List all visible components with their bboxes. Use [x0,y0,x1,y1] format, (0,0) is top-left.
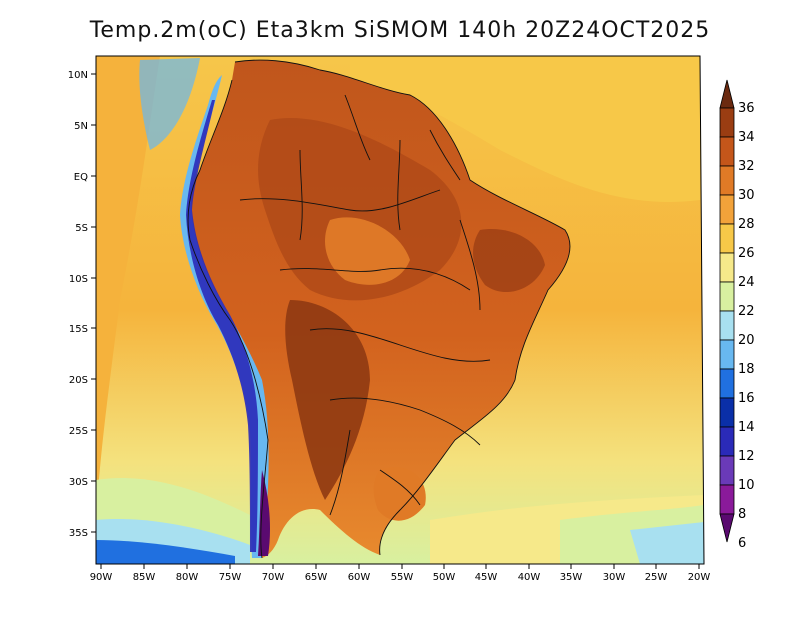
lat-label: 25S [69,426,88,437]
lat-label: 35S [69,528,88,539]
colorbar-segment [719,397,735,428]
colorbar-segment [719,426,735,457]
lat-label: 10N [68,70,88,81]
colorbar-label: 12 [738,449,755,464]
colorbar-label: 28 [738,217,755,232]
colorbar-label: 26 [738,246,755,261]
colorbar-label: 20 [738,333,755,348]
lat-label: 20S [69,375,88,386]
colorbar-label: 30 [738,188,755,203]
colorbar-label: 16 [738,391,755,406]
colorbar-segment [719,194,735,225]
colorbar-label: 10 [738,478,755,493]
colorbar-label: 6 [738,536,746,551]
colorbar-label: 18 [738,362,755,377]
lon-label: 30W [603,572,626,583]
colorbar-segment [719,136,735,167]
colorbar-segment [719,252,735,283]
lat-label: EQ [74,172,88,183]
lon-label: 20W [688,572,711,583]
colorbar-segment [719,368,735,399]
colorbar-segment [719,484,735,515]
map-frame [95,55,705,565]
latitude-axis: 10N 5N EQ 5S 10S 15S 20S 25S 30S 35S [68,70,96,539]
lon-label: 65W [305,572,328,583]
colorbar-segment [719,310,735,341]
colorbar-bottom-arrow [719,513,735,543]
colorbar-segment [719,165,735,196]
lon-label: 55W [391,572,414,583]
lat-label: 10S [69,274,88,285]
colorbar-segment [719,223,735,254]
colorbar-label: 22 [738,304,755,319]
lon-label: 35W [560,572,583,583]
colorbar-top-arrow [719,79,735,109]
colorbar-segment [719,455,735,486]
colorbar-segment [719,281,735,312]
colorbar-label: 14 [738,420,755,435]
lon-label: 90W [90,572,113,583]
lon-label: 80W [176,572,199,583]
colorbar-segment [719,339,735,370]
colorbar: 36 34 32 30 28 26 24 22 20 18 16 14 12 10 8 6 [719,79,755,551]
lon-label: 70W [262,572,285,583]
longitude-axis: 90W 85W 80W 75W 70W 65W 60W 55W 50W 45W … [90,564,711,583]
lat-label: 15S [69,324,88,335]
lon-label: 45W [475,572,498,583]
lat-label: 30S [69,477,88,488]
colorbar-label: 24 [738,275,755,290]
colorbar-label: 34 [738,130,755,145]
map-domain [96,56,704,564]
lon-label: 75W [219,572,242,583]
lon-label: 60W [348,572,371,583]
colorbar-label: 32 [738,159,755,174]
lon-label: 40W [518,572,541,583]
colorbar-label: 36 [738,101,755,116]
colorbar-label: 8 [738,507,746,522]
lat-label: 5N [74,121,88,132]
lon-label: 25W [645,572,668,583]
colorbar-segment [719,107,735,138]
country-borders [187,59,571,559]
lat-label: 5S [75,223,88,234]
lon-label: 50W [433,572,456,583]
map-title: Temp.2m(oC) Eta3km SiSMOM 140h 20Z24OCT2… [89,18,711,43]
lon-label: 85W [133,572,156,583]
